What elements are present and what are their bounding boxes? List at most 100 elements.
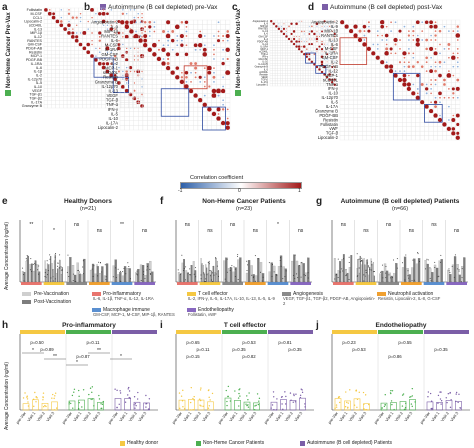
- matrix-row-label: GM-CSF: [101, 52, 118, 57]
- matrix-dot: [213, 48, 215, 51]
- matrix-cell: [455, 68, 461, 74]
- data-point: [100, 403, 102, 405]
- matrix-cell: [82, 88, 87, 93]
- matrix-cell: [43, 65, 48, 70]
- matrix-cell: [393, 24, 398, 30]
- data-point: [129, 397, 132, 399]
- matrix-cell: [339, 95, 345, 101]
- data-point: [247, 406, 250, 408]
- matrix-cell: [280, 65, 283, 69]
- matrix-dot: [95, 47, 97, 50]
- matrix-cell: [43, 15, 48, 20]
- matrix-cell: [269, 70, 273, 74]
- matrix-cell: [170, 33, 176, 39]
- matrix-dot: [303, 53, 306, 56]
- matrix-cell: [310, 75, 314, 79]
- bar-dot: [254, 255, 256, 257]
- matrix-cell: [307, 83, 311, 87]
- matrix-cell: [70, 42, 75, 47]
- matrix-cell: [277, 60, 281, 64]
- matrix-dot: [98, 35, 101, 38]
- matrix-cell: [353, 68, 358, 74]
- matrix-cell: [170, 42, 176, 48]
- bar-pre: [372, 262, 374, 283]
- data-point: [289, 392, 292, 394]
- matrix-cell: [82, 84, 87, 89]
- matrix-row-label: MCP-1: [105, 66, 119, 71]
- matrix-cell: [269, 57, 273, 61]
- matrix-cell: [86, 77, 91, 82]
- matrix-dot: [67, 12, 71, 15]
- matrix-cell: [140, 46, 145, 51]
- bar-pre: [368, 274, 370, 283]
- matrix-cell: [357, 68, 363, 74]
- x-tick-label: pre-Vax: [15, 411, 27, 425]
- matrix-cell: [120, 100, 125, 105]
- matrix-dot: [456, 61, 459, 64]
- bar-pre: [212, 266, 214, 283]
- matrix-dot: [421, 30, 424, 32]
- matrix-cell: [197, 70, 203, 76]
- data-point: [449, 406, 452, 409]
- data-point: [404, 406, 407, 409]
- matrix-cell: [362, 68, 367, 74]
- matrix-cell: [55, 46, 60, 51]
- data-point: [70, 402, 72, 405]
- matrix-row-label: TNF-α: [261, 53, 268, 56]
- matrix-cell: [124, 104, 129, 109]
- data-point: [237, 397, 240, 399]
- matrix-dot: [213, 71, 215, 74]
- matrix-cell: [446, 113, 452, 118]
- matrix-cell: [129, 106, 134, 112]
- matrix-cell: [428, 122, 434, 127]
- matrix-cell: [353, 108, 358, 114]
- matrix-dot: [446, 73, 452, 78]
- matrix-cell: [450, 68, 456, 74]
- matrix-cell: [70, 19, 75, 24]
- matrix-dot: [393, 73, 398, 78]
- matrix-dot: [190, 71, 192, 74]
- matrix-cell: [424, 130, 430, 136]
- matrix-dot: [283, 23, 285, 25]
- group-band: [43, 282, 65, 285]
- bar-dot: [136, 270, 138, 272]
- matrix-dot: [398, 29, 402, 33]
- x-tick-label: Visit 2: [440, 410, 451, 422]
- matrix-dot: [114, 59, 116, 61]
- matrix-cell: [353, 99, 358, 105]
- data-point: [90, 398, 92, 401]
- bar-dot: [93, 265, 95, 267]
- data-point: [32, 398, 35, 401]
- matrix-dot: [303, 30, 305, 33]
- matrix-dot: [147, 47, 152, 52]
- matrix-cell: [86, 34, 91, 39]
- matrix-dot: [319, 33, 320, 35]
- matrix-cell: [344, 42, 350, 47]
- bar-dot: [226, 258, 228, 260]
- matrix-cell: [78, 50, 83, 55]
- bar-pre: [205, 264, 207, 283]
- matrix-cell: [188, 120, 194, 126]
- data-point: [134, 407, 136, 409]
- bar-dot: [429, 277, 431, 279]
- matrix-cell: [147, 120, 153, 126]
- data-point: [345, 391, 347, 393]
- dot-panels-hij: pre-Vax Visit 1 Visit 2 Visit 3 pre-Vax Visit…: [15, 330, 470, 425]
- data-point: [182, 389, 184, 392]
- matrix-cell: [339, 113, 345, 118]
- matrix-dot: [125, 47, 128, 50]
- matrix-cell: [442, 104, 447, 110]
- matrix-cell: [366, 50, 372, 56]
- matrix-cell: [105, 7, 110, 12]
- bar-dot: [183, 268, 185, 270]
- matrix-cell: [384, 28, 390, 34]
- matrix-cell: [375, 50, 381, 56]
- matrix-row-label: IL-17A: [261, 81, 268, 84]
- matrix-dot: [222, 85, 225, 88]
- matrix-dot: [67, 31, 71, 35]
- matrix-cell: [197, 93, 203, 99]
- data-point: [295, 393, 297, 395]
- matrix-cell: [307, 80, 311, 84]
- matrix-cell: [292, 40, 296, 43]
- matrix-cell: [93, 61, 98, 66]
